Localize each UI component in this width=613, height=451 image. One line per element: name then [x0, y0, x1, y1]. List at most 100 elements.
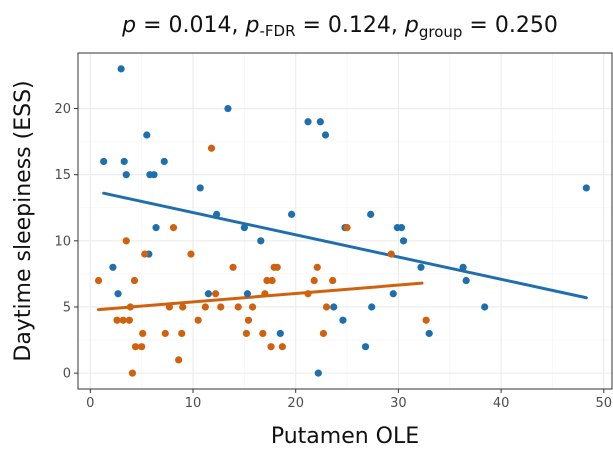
- title-pgroup-sub: group: [419, 23, 463, 41]
- x-tick-label: 50: [596, 396, 613, 411]
- data-point: [235, 303, 242, 310]
- data-point: [257, 237, 264, 244]
- y-tick-label: 5: [63, 300, 71, 315]
- data-point: [259, 330, 266, 337]
- data-point: [195, 317, 202, 324]
- data-point: [261, 290, 268, 297]
- y-tick-label: 15: [54, 168, 71, 183]
- y-tick-label: 0: [63, 367, 71, 382]
- chart-title: p = 0.014, p-FDR = 0.124, pgroup = 0.250: [121, 13, 558, 41]
- data-point: [179, 303, 186, 310]
- data-point: [187, 250, 194, 257]
- data-point: [118, 65, 125, 72]
- data-point: [127, 303, 134, 310]
- data-point: [114, 290, 121, 297]
- data-point: [423, 317, 430, 324]
- title-pgroup-symbol: p: [404, 13, 419, 38]
- data-point: [178, 330, 185, 337]
- plot-panel: [78, 53, 612, 389]
- data-point: [329, 277, 336, 284]
- data-point: [459, 264, 466, 271]
- data-point: [150, 171, 157, 178]
- data-point: [311, 277, 318, 284]
- data-point: [330, 303, 337, 310]
- data-point: [139, 330, 146, 337]
- data-point: [368, 303, 375, 310]
- data-point: [277, 330, 284, 337]
- data-point: [274, 264, 281, 271]
- x-axis-title: Putamen OLE: [271, 424, 419, 449]
- data-point: [243, 330, 250, 337]
- data-point: [314, 264, 321, 271]
- data-point: [162, 330, 169, 337]
- data-point: [197, 184, 204, 191]
- data-point: [417, 264, 424, 271]
- data-point: [113, 317, 120, 324]
- data-point: [224, 105, 231, 112]
- data-point: [245, 317, 252, 324]
- data-point: [267, 343, 274, 350]
- x-tick-label: 20: [287, 396, 304, 411]
- data-point: [362, 343, 369, 350]
- data-point: [131, 277, 138, 284]
- data-point: [339, 317, 346, 324]
- data-point: [212, 290, 219, 297]
- title-p-symbol: p: [121, 13, 136, 38]
- data-point: [390, 290, 397, 297]
- data-point: [244, 290, 251, 297]
- data-point: [132, 343, 139, 350]
- data-point: [138, 343, 145, 350]
- data-point: [208, 145, 215, 152]
- data-point: [100, 158, 107, 165]
- data-point: [426, 330, 433, 337]
- data-point: [398, 224, 405, 231]
- x-tick-label: 30: [390, 396, 407, 411]
- title-pfdr-symbol: p: [245, 13, 260, 38]
- data-point: [583, 184, 590, 191]
- data-point: [213, 211, 220, 218]
- data-point: [126, 317, 133, 324]
- data-point: [217, 303, 224, 310]
- data-point: [120, 317, 127, 324]
- data-point: [320, 330, 327, 337]
- data-point: [141, 250, 148, 257]
- data-point: [95, 277, 102, 284]
- data-point: [241, 224, 248, 231]
- y-axis-title: Daytime sleepiness (ESS): [11, 80, 36, 361]
- data-point: [288, 211, 295, 218]
- data-point: [304, 290, 311, 297]
- data-point: [481, 303, 488, 310]
- data-point: [123, 171, 130, 178]
- data-point: [166, 303, 173, 310]
- title-pfdr-sub: -FDR: [259, 22, 295, 40]
- data-point: [388, 250, 395, 257]
- x-tick-label: 10: [185, 396, 202, 411]
- data-point: [229, 264, 236, 271]
- y-tick-label: 10: [54, 234, 71, 249]
- data-point: [202, 303, 209, 310]
- data-point: [315, 370, 322, 377]
- data-point: [175, 356, 182, 363]
- data-point: [323, 303, 330, 310]
- data-point: [279, 343, 286, 350]
- data-point: [343, 224, 350, 231]
- data-point: [317, 118, 324, 125]
- data-point: [304, 118, 311, 125]
- data-point: [143, 131, 150, 138]
- data-point: [268, 277, 275, 284]
- title-pfdr-value: = 0.124,: [296, 13, 405, 38]
- data-point: [463, 277, 470, 284]
- data-point: [322, 131, 329, 138]
- data-point: [367, 211, 374, 218]
- data-point: [400, 237, 407, 244]
- title-p-value: = 0.014,: [136, 13, 245, 38]
- data-point: [121, 158, 128, 165]
- x-tick-label: 0: [86, 396, 94, 411]
- data-point: [152, 224, 159, 231]
- data-point: [249, 303, 256, 310]
- data-point: [123, 237, 130, 244]
- data-point: [170, 224, 177, 231]
- y-tick-label: 20: [54, 102, 71, 117]
- data-point: [205, 290, 212, 297]
